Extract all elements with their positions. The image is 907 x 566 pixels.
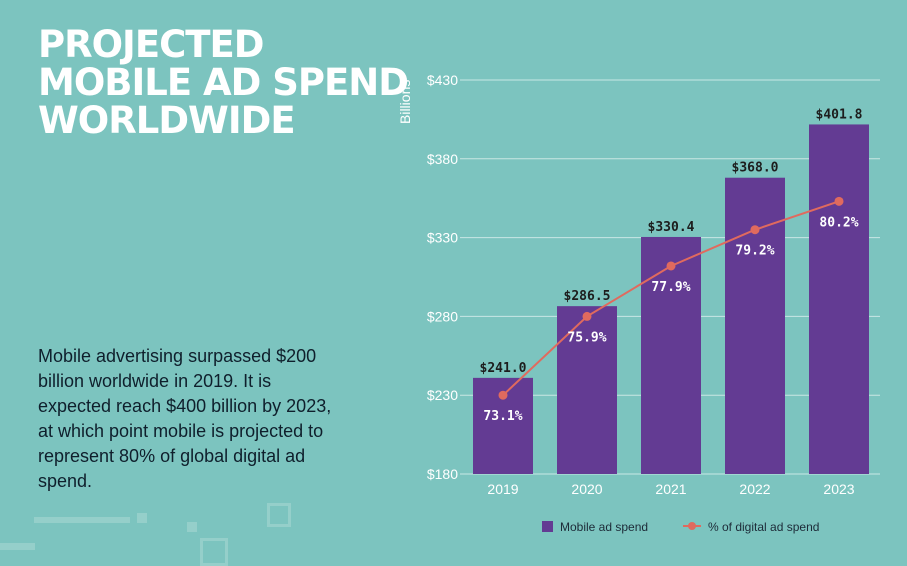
bar-value-label: $286.5: [564, 289, 611, 304]
x-tick-label: 2020: [571, 481, 602, 497]
decorative-bar: [34, 517, 130, 523]
legend-swatch-bar: [542, 521, 553, 532]
bar-value-label: $401.8: [816, 107, 863, 122]
bar-value-label: $330.4: [648, 220, 695, 235]
y-axis-label: Billions: [397, 80, 413, 124]
title-line-1: PROJECTED: [38, 23, 264, 66]
y-tick-label: $230: [427, 387, 458, 403]
legend-label-percent-digital: % of digital ad spend: [708, 520, 819, 534]
line-point: [666, 261, 676, 271]
title-line-2: MOBILE AD SPEND: [38, 61, 409, 104]
x-tick-label: 2021: [655, 481, 686, 497]
line-point: [498, 390, 508, 400]
description-text: Mobile advertising surpassed $200 billio…: [38, 346, 332, 491]
decorative-bar: [0, 543, 35, 550]
decorative-outline-square: [267, 503, 291, 527]
line-point: [582, 311, 592, 321]
chart-line: [498, 196, 844, 400]
line-value-label: 80.2%: [819, 215, 858, 230]
chart-bars: [473, 124, 869, 474]
y-tick-label: $380: [427, 151, 458, 167]
line-point: [834, 196, 844, 206]
bar-value-label: $241.0: [480, 361, 527, 376]
legend-swatch-marker: [688, 522, 696, 530]
bar-value-label: $368.0: [732, 161, 779, 176]
bar-2023: [809, 124, 869, 474]
chart-legend: Mobile ad spend % of digital ad spend: [542, 520, 819, 534]
line-value-label: 75.9%: [567, 330, 606, 345]
x-tick-label: 2022: [739, 481, 770, 497]
bar-2021: [641, 236, 701, 474]
line-value-label: 77.9%: [651, 280, 690, 295]
y-tick-label: $430: [427, 72, 458, 88]
line-point: [750, 225, 760, 235]
chart-labels: $180 $230 $280 $330 $380 $430 $241.0 2019 $286.5…: [427, 72, 863, 497]
title-line-3: WORLDWIDE: [38, 99, 296, 142]
page-title: PROJECTED MOBILE AD SPEND WORLDWIDE: [38, 23, 409, 142]
y-tick-label: $330: [427, 230, 458, 246]
line-value-label: 73.1%: [483, 409, 522, 424]
y-tick-label: $180: [427, 466, 458, 482]
x-tick-label: 2019: [487, 481, 518, 497]
x-tick-label: 2023: [823, 481, 854, 497]
decorative-square: [137, 513, 147, 523]
legend-label-mobile-ad-spend: Mobile ad spend: [560, 520, 648, 534]
line-value-label: 79.2%: [735, 244, 774, 259]
chart: $180 $230 $280 $330 $380 $430 $241.0 2019 $286.5…: [397, 72, 880, 534]
decorative-square: [187, 522, 197, 532]
y-tick-label: $280: [427, 308, 458, 324]
